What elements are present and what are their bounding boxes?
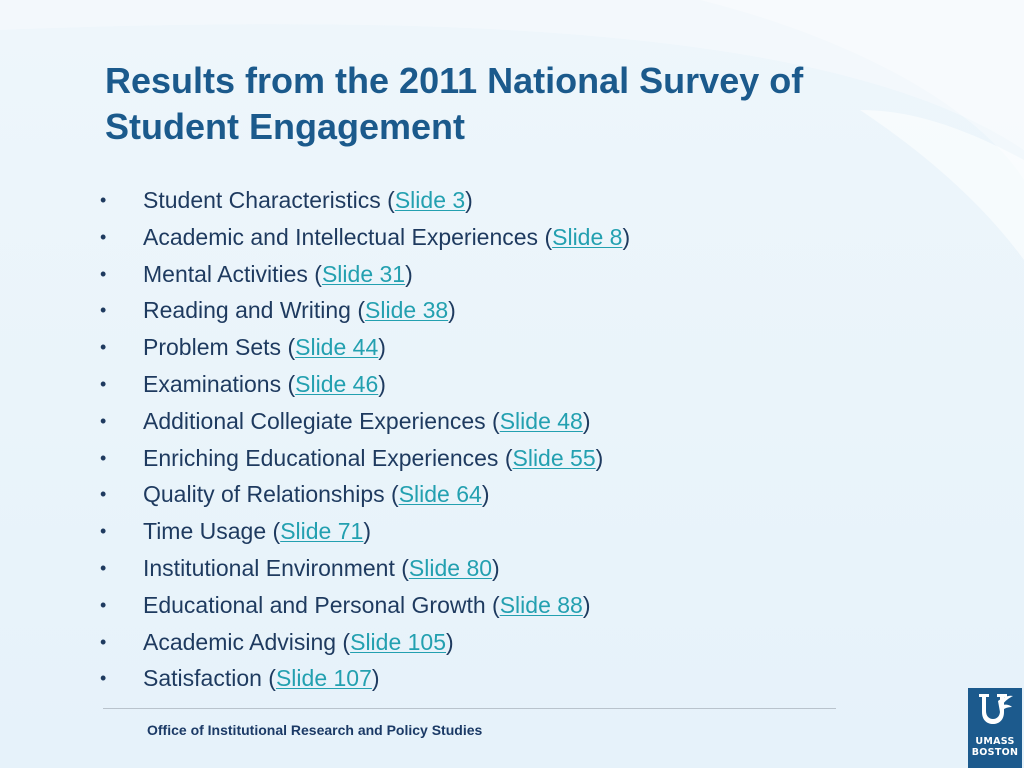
umass-boston-logo: UMASS BOSTON [968, 688, 1022, 768]
logo-text-boston: BOSTON [971, 747, 1019, 758]
bullet: • [100, 373, 107, 394]
item-label: Mental Activities [143, 260, 308, 287]
bullet: • [100, 594, 107, 615]
slide-link[interactable]: Slide 48 [499, 407, 583, 434]
bullet: • [100, 337, 107, 358]
item-label: Enriching Educational Experiences [143, 444, 499, 471]
item-label: Educational and Personal Growth [143, 591, 486, 618]
slide-link[interactable]: Slide 8 [552, 223, 623, 250]
item-label: Satisfaction [143, 665, 262, 692]
slide-link[interactable]: Slide 38 [365, 297, 449, 324]
item-label: Quality of Relationships [143, 481, 385, 508]
slide-link[interactable]: Slide 46 [295, 370, 379, 397]
item-label: Institutional Environment [143, 554, 395, 581]
bullet: • [100, 631, 107, 652]
slide-link[interactable]: Slide 3 [394, 187, 466, 213]
item-label: Academic and Intellectual Experiences [143, 223, 539, 250]
item-label: Academic Advising [143, 628, 337, 655]
bullet: • [100, 190, 107, 210]
item-label: Student Characteristics [143, 187, 381, 213]
umass-logo-mark-icon [979, 694, 1013, 724]
slide-link[interactable]: Slide 64 [398, 481, 482, 508]
slide-link[interactable]: Slide 105 [350, 628, 447, 655]
slide-link[interactable]: Slide 88 [499, 591, 583, 618]
bullet: • [100, 484, 107, 505]
bullet: • [100, 557, 107, 578]
slide-link[interactable]: Slide 80 [408, 554, 493, 581]
bullet: • [100, 668, 107, 689]
slide-link[interactable]: Slide 44 [295, 334, 379, 361]
item-label: Reading and Writing [143, 297, 351, 324]
bullet: • [100, 410, 107, 431]
item-label: Problem Sets [143, 334, 282, 361]
slide-link[interactable]: Slide 31 [321, 260, 406, 287]
item-label: Additional Collegiate Experiences [143, 407, 486, 434]
slide-link[interactable]: Slide 71 [280, 518, 364, 545]
footer-divider [103, 708, 836, 709]
slide-link[interactable]: Slide 55 [512, 444, 596, 471]
slide-title: Results from the 2011 National Survey of… [105, 60, 804, 147]
logo-text-umass: UMASS [975, 736, 1015, 747]
bullet: • [100, 226, 107, 247]
item-label: Examinations [143, 370, 282, 397]
item-label: Time Usage [143, 518, 267, 545]
slide-link[interactable]: Slide 107 [275, 665, 372, 692]
bullet: • [100, 521, 107, 542]
bullet: • [100, 300, 107, 321]
bullet: • [100, 263, 107, 284]
footer-text: Office of Institutional Research and Pol… [147, 722, 483, 738]
bullet: • [100, 447, 107, 468]
